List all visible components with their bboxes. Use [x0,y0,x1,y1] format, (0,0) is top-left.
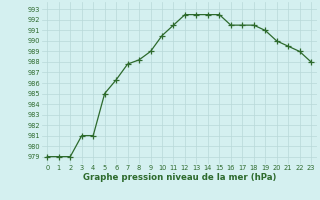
X-axis label: Graphe pression niveau de la mer (hPa): Graphe pression niveau de la mer (hPa) [83,173,276,182]
